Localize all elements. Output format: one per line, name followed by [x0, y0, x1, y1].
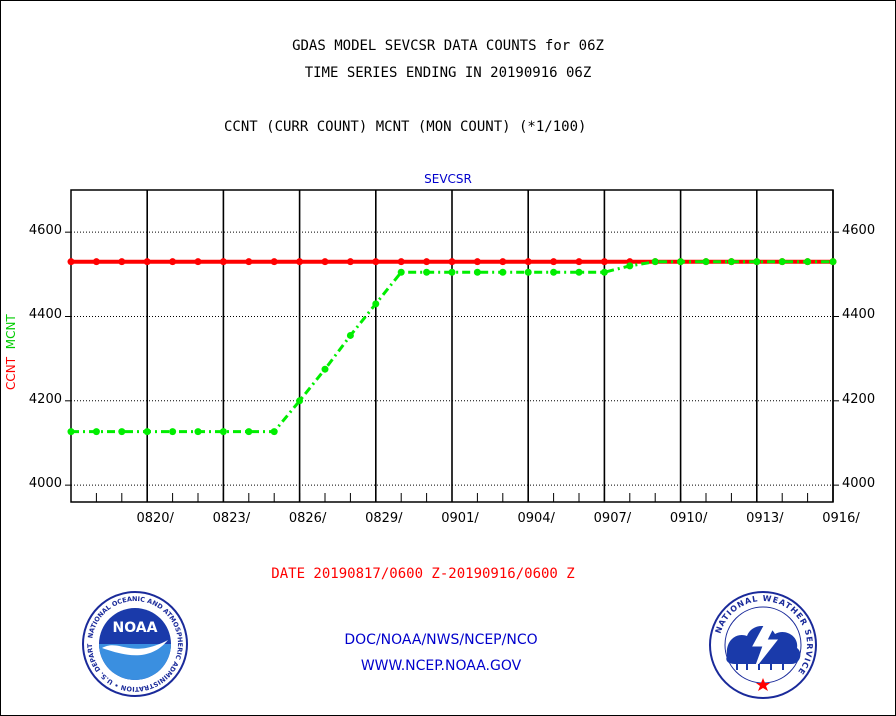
- x-tick-label: 0907/: [593, 511, 632, 526]
- data-point-mcnt: [346, 331, 354, 339]
- data-point-ccnt: [575, 258, 583, 266]
- data-point-mcnt: [753, 258, 761, 266]
- y-tick-label-right: 4000: [842, 476, 876, 492]
- date-range-label: DATE 20190817/0600 Z-20190916/0600 Z: [271, 566, 575, 582]
- data-point-mcnt: [473, 268, 481, 276]
- data-point-mcnt: [448, 268, 456, 276]
- data-point-ccnt: [270, 258, 278, 266]
- data-point-mcnt: [423, 268, 431, 276]
- noaa-logo: NOAA NATIONAL OCEANIC AND ATMOSPHERIC AD…: [80, 590, 188, 697]
- data-point-mcnt: [270, 428, 278, 436]
- data-point-ccnt: [473, 258, 481, 266]
- data-point-ccnt: [550, 258, 558, 266]
- data-point-ccnt: [600, 258, 608, 266]
- data-point-mcnt: [727, 258, 735, 266]
- data-point-mcnt: [194, 428, 202, 436]
- data-point-mcnt: [804, 258, 812, 266]
- x-tick-label: 0910/: [669, 511, 708, 526]
- data-point-mcnt: [169, 428, 177, 436]
- data-point-mcnt: [92, 428, 100, 436]
- data-point-mcnt: [829, 258, 837, 266]
- data-point-ccnt: [92, 258, 100, 266]
- data-point-mcnt: [67, 428, 75, 436]
- x-tick-label: 0913/: [746, 511, 784, 526]
- data-point-ccnt: [245, 258, 253, 266]
- data-point-ccnt: [194, 258, 202, 266]
- website-link[interactable]: WWW.NCEP.NOAA.GOV: [360, 658, 522, 674]
- x-tick-label: 0820/: [136, 511, 174, 526]
- y-tick-label-right: 4200: [842, 391, 876, 407]
- data-point-mcnt: [524, 268, 532, 276]
- data-point-ccnt: [448, 258, 456, 266]
- data-point-mcnt: [321, 365, 329, 373]
- data-point-mcnt: [600, 268, 608, 276]
- y-tick-label-right: 4600: [842, 223, 876, 239]
- y-tick-label-left: 4600: [28, 223, 62, 239]
- data-point-mcnt: [118, 428, 126, 436]
- data-point-mcnt: [778, 258, 786, 266]
- data-point-mcnt: [143, 428, 151, 436]
- data-point-ccnt: [169, 258, 177, 266]
- y-tick-label-left: 4200: [28, 391, 62, 407]
- nws-logo: NATIONAL WEATHER SERVICE: [709, 591, 817, 699]
- data-point-ccnt: [499, 258, 507, 266]
- data-point-mcnt: [397, 268, 405, 276]
- data-point-ccnt: [143, 258, 151, 266]
- data-point-ccnt: [372, 258, 380, 266]
- chart-title: GDAS MODEL SEVCSR DATA COUNTS for 06Z: [292, 38, 604, 54]
- data-point-ccnt: [321, 258, 329, 266]
- y-tick-label-left: 4400: [28, 307, 62, 323]
- x-tick-label: 0916/: [822, 511, 860, 526]
- data-point-mcnt: [245, 428, 253, 436]
- x-tick-label: 0829/: [365, 511, 403, 526]
- y-tick-label-right: 4400: [842, 307, 876, 323]
- data-point-ccnt: [423, 258, 431, 266]
- data-point-mcnt: [550, 268, 558, 276]
- data-point-ccnt: [67, 258, 75, 266]
- y-tick-label-left: 4000: [28, 476, 62, 492]
- x-tick-label: 0901/: [441, 511, 479, 526]
- x-tick-label: 0904/: [517, 511, 555, 526]
- data-point-mcnt: [677, 258, 685, 266]
- data-point-mcnt: [372, 300, 380, 308]
- data-point-mcnt: [702, 258, 710, 266]
- data-point-ccnt: [524, 258, 532, 266]
- data-point-mcnt: [219, 428, 227, 436]
- data-point-mcnt: [575, 268, 583, 276]
- data-point-mcnt: [651, 258, 659, 266]
- data-point-ccnt: [296, 258, 304, 266]
- panel-title: SEVCSR: [424, 172, 472, 186]
- x-tick-label: 0826/: [288, 511, 327, 526]
- data-point-mcnt: [499, 268, 507, 276]
- y-axis-title: CCNT MCNT: [4, 314, 18, 390]
- data-point-mcnt: [296, 397, 304, 405]
- chart-legend-description: CCNT (CURR COUNT) MCNT (MON COUNT) (*1/1…: [224, 119, 587, 135]
- org-path-label: DOC/NOAA/NWS/NCEP/NCO: [344, 632, 538, 648]
- noaa-logo-text: NOAA: [113, 620, 158, 636]
- chart-subtitle-timeseries: TIME SERIES ENDING IN 20190916 06Z: [304, 65, 592, 81]
- data-point-ccnt: [397, 258, 405, 266]
- y-axis-title-mcnt: MCNT: [4, 314, 18, 350]
- x-tick-label: 0823/: [212, 511, 251, 526]
- data-point-ccnt: [346, 258, 354, 266]
- data-point-ccnt: [118, 258, 126, 266]
- data-point-mcnt: [626, 262, 634, 270]
- data-point-ccnt: [219, 258, 227, 266]
- y-axis-title-ccnt: CCNT: [4, 356, 18, 390]
